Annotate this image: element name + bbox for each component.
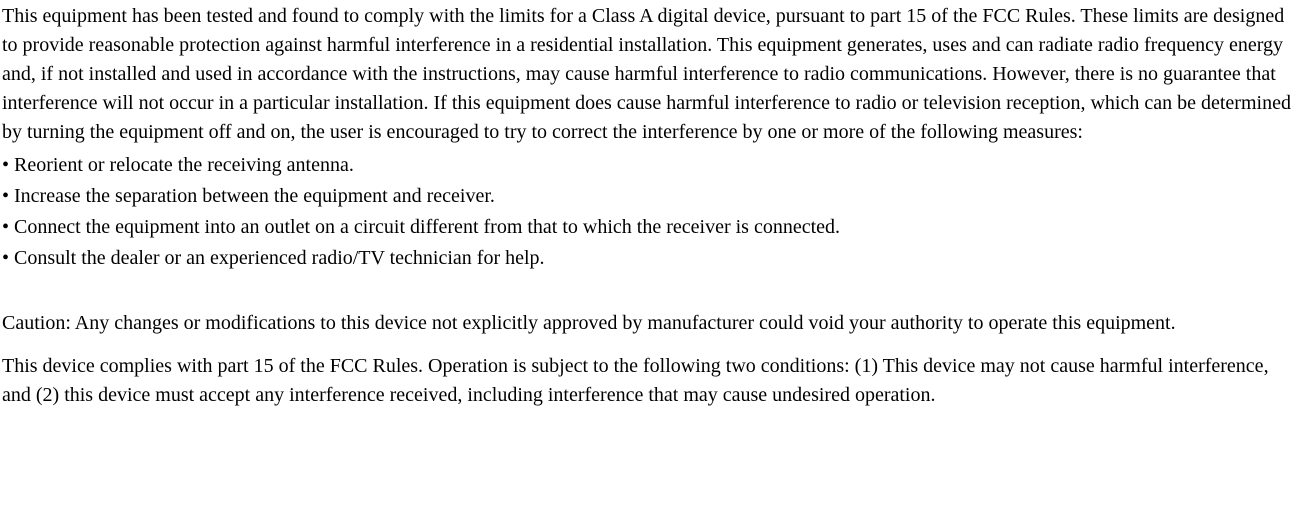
list-item: • Reorient or relocate the receiving ant… — [2, 151, 1302, 180]
section-gap — [2, 342, 1302, 352]
compliance-paragraph: This device complies with part 15 of the… — [2, 352, 1302, 410]
list-item: • Consult the dealer or an experienced r… — [2, 244, 1302, 273]
intro-paragraph: This equipment has been tested and found… — [2, 2, 1302, 147]
fcc-notice-document: This equipment has been tested and found… — [0, 0, 1306, 422]
caution-paragraph: Caution: Any changes or modifications to… — [2, 309, 1302, 338]
section-gap — [2, 281, 1302, 309]
list-item: • Increase the separation between the eq… — [2, 182, 1302, 211]
measures-list: • Reorient or relocate the receiving ant… — [2, 151, 1302, 273]
list-item: • Connect the equipment into an outlet o… — [2, 213, 1302, 242]
